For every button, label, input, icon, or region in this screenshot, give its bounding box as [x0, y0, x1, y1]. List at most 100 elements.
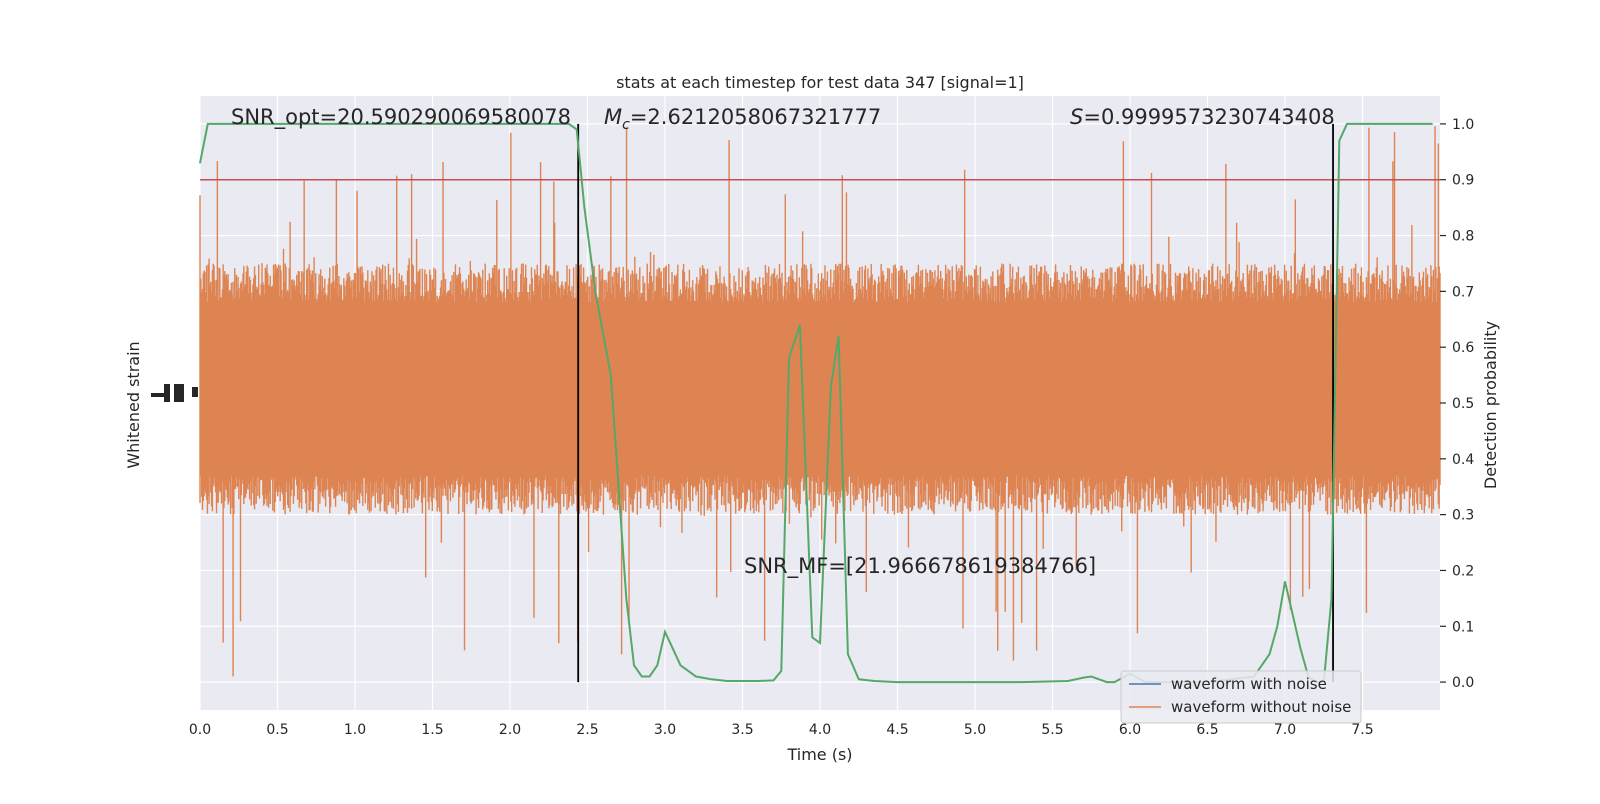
y-tick-label: 0.3: [1452, 508, 1474, 524]
score-annotation: S=0.9999573230743408: [1070, 105, 1335, 129]
y-axis-right-label: Detection probability: [1481, 321, 1500, 489]
detection-probability-point: [664, 631, 666, 633]
left-axis-ticks-glyphs: [151, 384, 198, 402]
x-tick-label: 2.0: [499, 722, 521, 738]
detection-probability-point: [974, 681, 976, 683]
detection-probability-point: [230, 123, 232, 125]
left-tick-mark: [192, 387, 198, 397]
x-tick-label: 1.0: [344, 722, 366, 738]
snr-opt-annotation: SNR_opt=20.590290069580078: [231, 105, 571, 130]
detection-probability-point: [1431, 123, 1433, 125]
strain-band-path: [199, 126, 1441, 677]
chirp-mass-subscript: c: [622, 117, 630, 133]
detection-probability-point: [207, 123, 209, 125]
y-tick-label: 0.9: [1452, 173, 1474, 189]
detection-probability-point: [1082, 677, 1085, 679]
detection-probability-point: [1098, 678, 1100, 680]
detection-probability-point: [1106, 681, 1108, 683]
detection-probability-point: [695, 675, 697, 678]
detection-probability-point: [276, 123, 279, 125]
detection-probability-point: [1354, 123, 1356, 125]
y-tick-label: 0.1: [1452, 619, 1474, 635]
vertical-markers: [577, 123, 1334, 683]
detection-probability-point: [1276, 625, 1278, 627]
detection-probability-point: [679, 664, 682, 666]
y-tick-label: 0.4: [1452, 452, 1474, 468]
y-right-ticks: 0.0 0.1 0.2 0.3 0.4 0.5 0.6 0.7 0.8 0.9 1.0: [1440, 117, 1474, 691]
detection-probability-point: [610, 374, 612, 376]
x-tick-label: 5.5: [1041, 722, 1063, 738]
detection-probability-point: [780, 670, 782, 672]
score-symbol: S: [1070, 105, 1083, 129]
detection-probability-point: [873, 680, 875, 682]
score-value: =0.9999573230743408: [1083, 105, 1334, 129]
detection-probability-point: [199, 162, 201, 164]
x-tick-label: 6.5: [1196, 722, 1218, 738]
x-ticks: 0.0 0.5 1.0 1.5 2.0 2.5 3.0 3.5 4.0 4.5 5.0 5.5 6.0 6…: [189, 722, 1374, 738]
detection-probability-point: [568, 123, 570, 125]
legend-label-with-noise: waveform with noise: [1171, 675, 1327, 693]
y-tick-label: 0.0: [1452, 675, 1474, 691]
detection-probability-point: [1338, 140, 1340, 142]
legend: waveform with noise waveform without noi…: [1120, 670, 1362, 724]
detection-probability-point: [772, 679, 775, 682]
detection-probability-point: [594, 290, 596, 292]
detection-probability-point: [858, 678, 860, 680]
detection-probability-point: [354, 123, 356, 125]
detection-probability-point: [1299, 648, 1302, 650]
detection-probability-point: [509, 123, 511, 125]
x-axis-label: Time (s): [786, 745, 852, 764]
detection-probability-point: [830, 385, 832, 387]
x-tick-label: 5.0: [964, 722, 986, 738]
x-tick-label: 1.5: [421, 722, 443, 738]
left-tick-mark: [164, 384, 170, 402]
y-tick-label: 0.2: [1452, 563, 1474, 579]
detection-probability-point: [819, 642, 821, 644]
x-tick-label: 3.0: [654, 722, 676, 738]
detection-probability-point: [726, 680, 728, 682]
detection-probability-point: [648, 675, 651, 678]
detection-probability-point: [576, 128, 578, 131]
detection-probability-point: [811, 636, 813, 639]
x-tick-label: 2.5: [576, 722, 598, 738]
strain-band: [199, 126, 1441, 677]
legend-label-without-noise: waveform without noise: [1171, 698, 1351, 716]
detection-probability-point: [847, 653, 849, 655]
detection-probability-point: [1392, 123, 1395, 125]
detection-probability-point: [625, 597, 627, 599]
x-tick-label: 4.5: [886, 722, 908, 738]
y-tick-label: 0.8: [1452, 229, 1474, 245]
chirp-mass-value: =2.6212058067321777: [630, 105, 881, 129]
detection-probability-point: [1113, 681, 1116, 683]
chirp-mass-symbol: M: [604, 105, 622, 129]
detection-probability-point: [1361, 123, 1364, 125]
x-tick-label: 0.5: [266, 722, 288, 738]
detection-probability-point: [1090, 675, 1092, 678]
detection-probability-point: [710, 678, 713, 680]
y-axis-left-label: Whitened strain: [124, 341, 143, 468]
detection-probability-point: [656, 664, 658, 666]
left-tick-mark: [174, 384, 184, 402]
detection-probability-point: [1284, 581, 1286, 583]
x-tick-label: 0.0: [189, 722, 211, 738]
detection-probability-point: [633, 664, 635, 666]
detection-probability-point: [1346, 123, 1348, 125]
detection-probability-point: [431, 123, 434, 125]
x-tick-label: 3.5: [731, 722, 753, 738]
detection-probability-point: [687, 670, 689, 672]
detection-probability-point: [1268, 653, 1271, 655]
chart-title: stats at each timestep for test data 347…: [616, 73, 1024, 92]
detection-probability-point: [757, 680, 759, 682]
detection-probability-point: [672, 648, 674, 650]
x-tick-label: 7.0: [1274, 722, 1296, 738]
detection-probability-point: [788, 357, 790, 359]
detection-probability-point: [1020, 681, 1023, 683]
legend-box: [1120, 670, 1362, 724]
chirp-mass-annotation: Mc=2.6212058067321777: [604, 105, 881, 133]
detection-probability-point: [799, 324, 801, 326]
x-tick-label: 6.0: [1119, 722, 1141, 738]
y-tick-label: 0.6: [1452, 340, 1474, 356]
detection-probability-point: [896, 681, 899, 683]
